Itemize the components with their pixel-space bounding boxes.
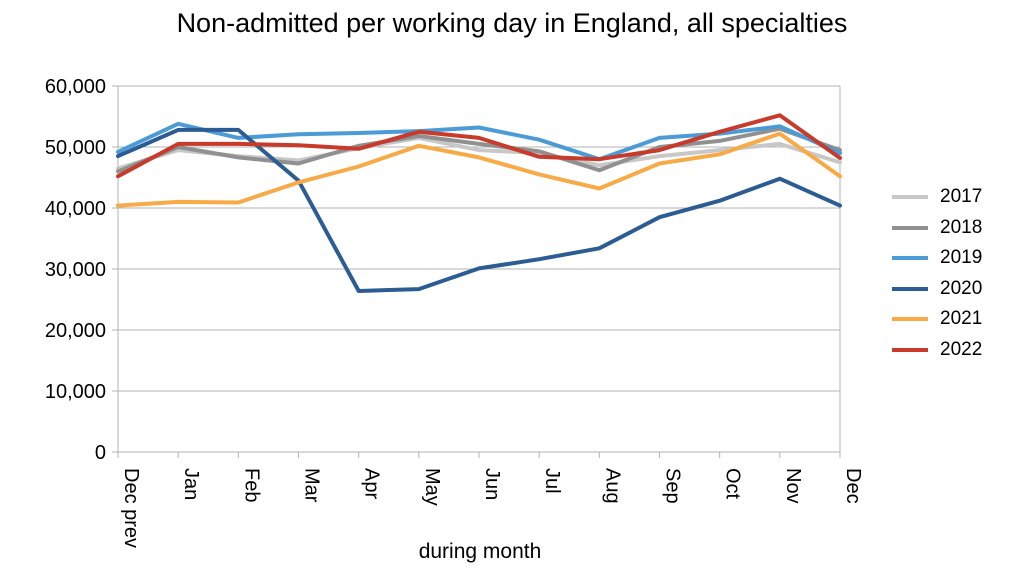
x-tick-label: May bbox=[421, 468, 443, 506]
series-lines bbox=[116, 113, 842, 293]
y-tick-label: 40,000 bbox=[45, 198, 106, 220]
legend-label: 2020 bbox=[940, 277, 983, 299]
legend-label: 2021 bbox=[940, 308, 983, 330]
legend-swatch bbox=[892, 195, 928, 200]
y-tick-label: 30,000 bbox=[45, 259, 106, 281]
y-tick-label: 20,000 bbox=[45, 320, 106, 342]
legend-swatch bbox=[892, 286, 928, 291]
x-axis-label: during month bbox=[418, 540, 542, 563]
x-tick-label: Jul bbox=[541, 468, 563, 494]
series-line-2021 bbox=[116, 131, 842, 208]
legend-item-2017: 2017 bbox=[892, 182, 982, 213]
legend-swatch bbox=[892, 256, 928, 261]
x-tick-label: Jun bbox=[481, 468, 503, 500]
legend-item-2019: 2019 bbox=[892, 243, 982, 274]
x-tick-label: Nov bbox=[782, 468, 804, 504]
x-tick-label: Mar bbox=[301, 468, 323, 503]
x-tick-label: Dec prev bbox=[120, 468, 142, 548]
y-tick-label: 10,000 bbox=[45, 381, 106, 403]
x-axis: Dec prev Jan Feb Mar Apr May Jun Jul Aug Sep Oct No… bbox=[117, 452, 864, 548]
legend-label: 2022 bbox=[940, 338, 983, 360]
y-tick-label: 0 bbox=[95, 442, 106, 464]
x-tick-label: Sep bbox=[662, 468, 684, 504]
series-line-2018 bbox=[116, 126, 842, 174]
y-tick-label: 50,000 bbox=[45, 137, 106, 159]
x-tick-label: Feb bbox=[240, 468, 262, 502]
legend-item-2021: 2021 bbox=[892, 304, 982, 335]
x-tick-label: Aug bbox=[601, 468, 623, 504]
legend-item-2022: 2022 bbox=[892, 335, 982, 366]
y-tick-label: 60,000 bbox=[45, 76, 106, 98]
legend-label: 2019 bbox=[940, 247, 983, 269]
y-axis: 0 10,000 20,000 30,000 40,000 50,000 60,000 bbox=[45, 76, 841, 464]
legend-swatch bbox=[892, 347, 928, 352]
legend-swatch bbox=[892, 225, 928, 230]
legend: 2017 2018 2019 2020 2021 2022 bbox=[892, 182, 982, 365]
x-tick-label: Jan bbox=[180, 468, 202, 500]
legend-item-2020: 2020 bbox=[892, 274, 982, 305]
x-tick-label: Oct bbox=[722, 468, 744, 500]
legend-label: 2017 bbox=[940, 186, 983, 208]
legend-label: 2018 bbox=[940, 216, 983, 238]
x-tick-label: Dec bbox=[842, 468, 864, 504]
x-tick-label: Apr bbox=[361, 468, 383, 499]
legend-item-2018: 2018 bbox=[892, 213, 982, 244]
series-line-2020 bbox=[116, 127, 842, 293]
chart-title: Non-admitted per working day in England,… bbox=[176, 8, 848, 38]
series-line-2022 bbox=[116, 113, 842, 179]
legend-swatch bbox=[892, 317, 928, 322]
